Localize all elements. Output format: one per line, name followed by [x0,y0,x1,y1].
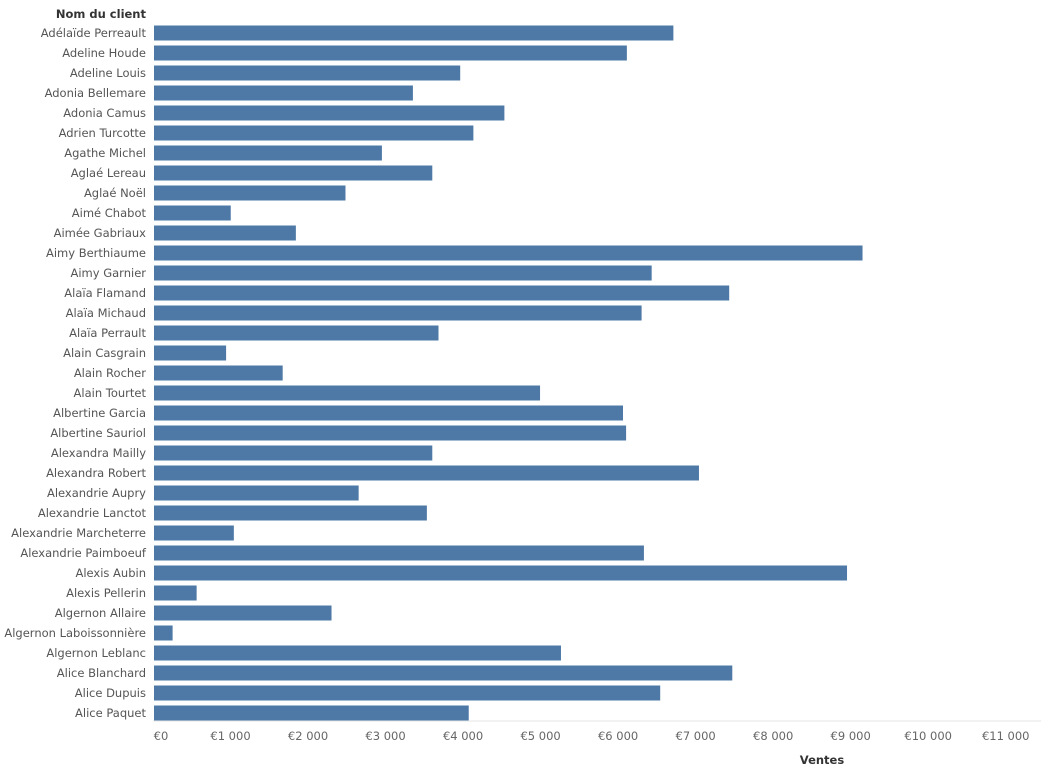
bar[interactable] [154,545,644,561]
bar[interactable] [154,705,469,721]
category-label: Alain Casgrain [63,346,146,360]
bar[interactable] [154,505,427,521]
bar[interactable] [154,185,346,201]
category-label: Adeline Houde [62,46,146,60]
category-label: Algernon Leblanc [46,646,146,660]
x-tick-label: €7 000 [676,729,716,743]
category-label: Alexandrie Aupry [47,486,146,500]
x-axis-title: Ventes [800,753,845,767]
category-label: Adonia Camus [63,106,146,120]
bar[interactable] [154,85,413,101]
bar[interactable] [154,365,283,381]
category-label: Alaïa Michaud [66,306,146,320]
category-label: Adélaïde Perreault [41,26,147,40]
bar[interactable] [154,685,661,701]
bar[interactable] [154,45,627,61]
bar[interactable] [154,465,699,481]
bar[interactable] [154,265,652,281]
category-label: Alexis Aubin [75,566,146,580]
bar[interactable] [154,245,863,261]
x-tick-label: €3 000 [365,729,405,743]
bar[interactable] [154,425,627,441]
x-tick-label: €1 000 [210,729,250,743]
x-tick-label: €2 000 [288,729,328,743]
category-label: Alaïa Perrault [69,326,146,340]
bar[interactable] [154,485,359,501]
category-label: Alain Tourtet [74,386,147,400]
category-label: Aimé Chabot [72,206,147,220]
x-tick-label: €11 000 [982,729,1030,743]
x-tick-label: €6 000 [598,729,638,743]
bar[interactable] [154,145,382,161]
category-label: Alexandrie Lanctot [38,506,147,520]
bar[interactable] [154,25,674,41]
bar[interactable] [154,305,642,321]
bar[interactable] [154,205,231,221]
category-label: Aimy Berthiaume [46,246,146,260]
category-label: Algernon Laboissonnière [4,626,146,640]
bars [154,25,863,721]
category-label: Alice Blanchard [57,666,146,680]
category-label: Algernon Allaire [55,606,146,620]
bar[interactable] [154,385,541,401]
category-label: Aimée Gabriaux [54,226,147,240]
bar[interactable] [154,125,474,141]
bar[interactable] [154,405,623,421]
category-label: Alexandra Robert [46,466,146,480]
category-label: Alexandrie Marcheterre [11,526,146,540]
bar[interactable] [154,345,227,361]
bar[interactable] [154,225,296,241]
category-label: Alexandra Mailly [51,446,146,460]
category-label: Albertine Sauriol [50,426,146,440]
x-tick-label: €0 [154,729,169,743]
category-label: Alexandrie Paimboeuf [20,546,147,560]
category-label: Aimy Garnier [71,266,147,280]
category-label: Albertine Garcia [53,406,146,420]
bar[interactable] [154,445,433,461]
category-header: Nom du client [56,7,147,21]
x-tick-label: €8 000 [753,729,793,743]
bar[interactable] [154,565,848,581]
bar[interactable] [154,605,332,621]
x-tick-label: €9 000 [831,729,871,743]
bar[interactable] [154,625,173,641]
bar[interactable] [154,525,234,541]
bar[interactable] [154,325,439,341]
category-label: Aglaé Lereau [71,166,146,180]
category-label: Alain Rocher [74,366,146,380]
category-label: Adeline Louis [70,66,146,80]
x-axis-ticks: €0 €1 000 €2 000 €3 000 €4 000 €5 000 €6 000 €7… [154,729,1030,743]
x-tick-label: €10 000 [904,729,952,743]
bar[interactable] [154,665,733,681]
category-label: Adrien Turcotte [59,126,146,140]
bar[interactable] [154,645,561,661]
category-label: Adonia Bellemare [45,86,146,100]
category-label: Alice Paquet [75,706,146,720]
x-tick-label: €5 000 [520,729,560,743]
category-label: Alexis Pellerin [66,586,146,600]
category-labels: Adélaïde Perreault Adeline Houde Adeline L… [4,26,147,720]
bar[interactable] [154,165,433,181]
bar[interactable] [154,65,461,81]
category-label: Alaïa Flamand [64,286,146,300]
bar[interactable] [154,285,730,301]
category-label: Aglaé Noël [84,186,146,200]
bar[interactable] [154,585,197,601]
category-label: Alice Dupuis [75,686,146,700]
category-label: Agathe Michel [64,146,146,160]
bar[interactable] [154,105,505,121]
x-tick-label: €4 000 [443,729,483,743]
